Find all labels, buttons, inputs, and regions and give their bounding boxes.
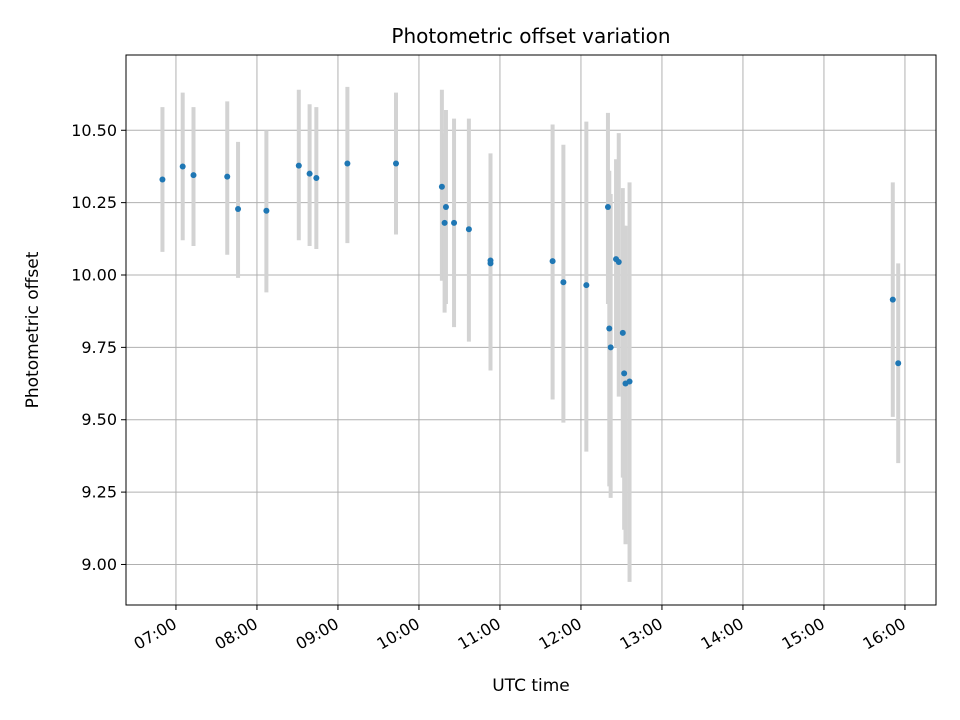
plot-frame (125, 54, 937, 606)
y-tick-label: 9.50 (81, 410, 117, 429)
data-point (560, 279, 567, 286)
data-point (606, 325, 613, 332)
data-point (263, 207, 270, 214)
data-point (313, 175, 320, 182)
y-tick-label: 10.50 (71, 121, 117, 140)
data-point (295, 162, 302, 169)
y-tick-label: 9.75 (81, 338, 117, 357)
data-point (465, 226, 472, 233)
y-tick-label: 10.25 (71, 193, 117, 212)
x-axis-title: UTC time (492, 676, 570, 696)
data-point (159, 176, 166, 183)
data-point (224, 173, 231, 180)
grid-layer (126, 55, 936, 605)
data-point (438, 183, 445, 190)
data-point (487, 260, 494, 267)
y-tick-label: 9.00 (81, 555, 117, 574)
data-point (607, 344, 614, 351)
y-tick-label: 9.25 (81, 483, 117, 502)
data-point (895, 360, 902, 367)
data-point (451, 219, 458, 226)
y-axis-title: Photometric offset (23, 251, 43, 408)
data-point (889, 296, 896, 303)
data-point (621, 370, 628, 377)
data-point (604, 203, 611, 210)
y-tick-label: 10.00 (71, 266, 117, 285)
data-point (306, 170, 313, 177)
data-point (235, 206, 242, 212)
data-point (441, 219, 448, 226)
data-point (549, 258, 556, 265)
data-point (393, 160, 399, 167)
data-point (179, 163, 186, 170)
data-point (615, 258, 622, 265)
point-layer (159, 160, 902, 387)
data-point (583, 282, 590, 289)
data-point (442, 203, 449, 210)
data-point (619, 329, 626, 336)
data-point (190, 172, 197, 179)
chart-title: Photometric offset variation (391, 24, 670, 48)
data-point (344, 160, 351, 167)
data-point (626, 378, 633, 385)
